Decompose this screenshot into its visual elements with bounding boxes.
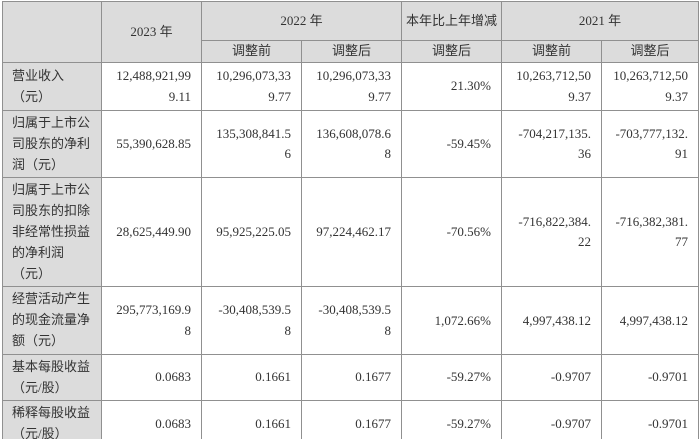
cell-2022-before: 0.1661 xyxy=(201,353,302,402)
cell-yoy: -59.27% xyxy=(401,353,503,402)
cell-2021-before: -704,217,135.36 xyxy=(501,109,603,179)
cell-yoy: -70.56% xyxy=(401,177,503,288)
cell-2021-before: 4,997,438.12 xyxy=(501,286,603,355)
table-row-diluted-eps: 稀释每股收益（元/股） 0.0683 0.1661 0.1677 -59.27%… xyxy=(2,400,700,439)
row-label: 归属于上市公司股东的扣除非经常性损益的净利润（元） xyxy=(2,177,102,288)
subheader-2021-before: 调整前 xyxy=(501,40,603,63)
cell-2021-before: 10,263,712,509.37 xyxy=(501,62,603,111)
cell-2021-before: -716,822,384.22 xyxy=(501,177,603,288)
cell-2022-after: 0.1677 xyxy=(300,400,403,439)
row-label: 营业收入（元） xyxy=(2,62,102,111)
cell-2022-after: 136,608,078.68 xyxy=(300,109,403,179)
cell-yoy: -59.45% xyxy=(401,109,503,179)
cell-2022-after: 10,296,073,339.77 xyxy=(300,62,403,111)
table-row-revenue: 营业收入（元） 12,488,921,999.11 10,296,073,339… xyxy=(2,62,700,111)
row-label: 基本每股收益（元/股） xyxy=(2,353,102,402)
cell-2022-before: 10,296,073,339.77 xyxy=(201,62,302,111)
cell-2022-after: -30,408,539.58 xyxy=(300,286,403,355)
cell-2021-after: -716,382,381.77 xyxy=(601,177,700,288)
cell-2021-before: -0.9707 xyxy=(501,353,603,402)
cell-2023: 0.0683 xyxy=(101,353,202,402)
cell-2021-after: 10,263,712,509.37 xyxy=(601,62,700,111)
row-label: 稀释每股收益（元/股） xyxy=(2,400,102,439)
cell-2023: 12,488,921,999.11 xyxy=(101,62,202,111)
cell-yoy: 21.30% xyxy=(401,62,503,111)
table-row-operating-cash-flow: 经营活动产生的现金流量净额（元） 295,773,169.98 -30,408,… xyxy=(2,286,700,355)
header-row-subcolumns: 调整前 调整后 调整后 调整前 调整后 xyxy=(3,40,700,63)
cell-2022-before: -30,408,539.58 xyxy=(201,286,302,355)
cell-2022-before: 135,308,841.56 xyxy=(201,109,302,179)
cell-2021-after: -703,777,132.91 xyxy=(601,109,700,179)
cell-2022-after: 0.1677 xyxy=(300,353,403,402)
subheader-yoy-after: 调整后 xyxy=(401,40,503,63)
row-label: 归属于上市公司股东的净利润（元） xyxy=(2,109,102,179)
subheader-2022-before: 调整前 xyxy=(201,40,302,63)
cell-yoy: 1,072.66% xyxy=(401,286,503,355)
header-cell-2021: 2021 年 xyxy=(501,1,700,41)
subheader-2022-after: 调整后 xyxy=(300,40,403,63)
header-corner-cell xyxy=(2,1,102,63)
cell-2022-after: 97,224,462.17 xyxy=(300,177,403,288)
header-cell-2022: 2022 年 xyxy=(200,1,403,41)
table-row-basic-eps: 基本每股收益（元/股） 0.0683 0.1661 0.1677 -59.27%… xyxy=(2,353,700,402)
cell-2023: 28,625,449.90 xyxy=(101,177,202,288)
header-cell-2023: 2023 年 xyxy=(101,1,202,63)
cell-2023: 0.0683 xyxy=(101,400,202,439)
cell-2021-after: 4,997,438.12 xyxy=(601,286,700,355)
subheader-2021-after: 调整后 xyxy=(601,40,700,63)
cell-2021-after: -0.9701 xyxy=(601,400,700,439)
cell-2022-before: 95,925,225.05 xyxy=(201,177,302,288)
row-label: 经营活动产生的现金流量净额（元） xyxy=(2,286,102,355)
table-row-deducted-net-profit: 归属于上市公司股东的扣除非经常性损益的净利润（元） 28,625,449.90 … xyxy=(2,177,700,288)
cell-2023: 295,773,169.98 xyxy=(101,286,202,355)
cell-yoy: -59.27% xyxy=(401,400,503,439)
header-cell-yoy: 本年比上年增减 xyxy=(401,1,503,41)
header-row-years: 2023 年 2022 年 本年比上年增减 2021 年 xyxy=(2,1,700,63)
cell-2023: 55,390,628.85 xyxy=(101,109,202,179)
cell-2022-before: 0.1661 xyxy=(201,400,302,439)
table-row-net-profit: 归属于上市公司股东的净利润（元） 55,390,628.85 135,308,8… xyxy=(2,109,700,179)
cell-2021-after: -0.9701 xyxy=(601,353,700,402)
cell-2021-before: -0.9707 xyxy=(501,400,603,439)
